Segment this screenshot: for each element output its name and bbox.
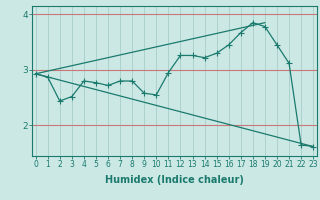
X-axis label: Humidex (Indice chaleur): Humidex (Indice chaleur) — [105, 175, 244, 185]
